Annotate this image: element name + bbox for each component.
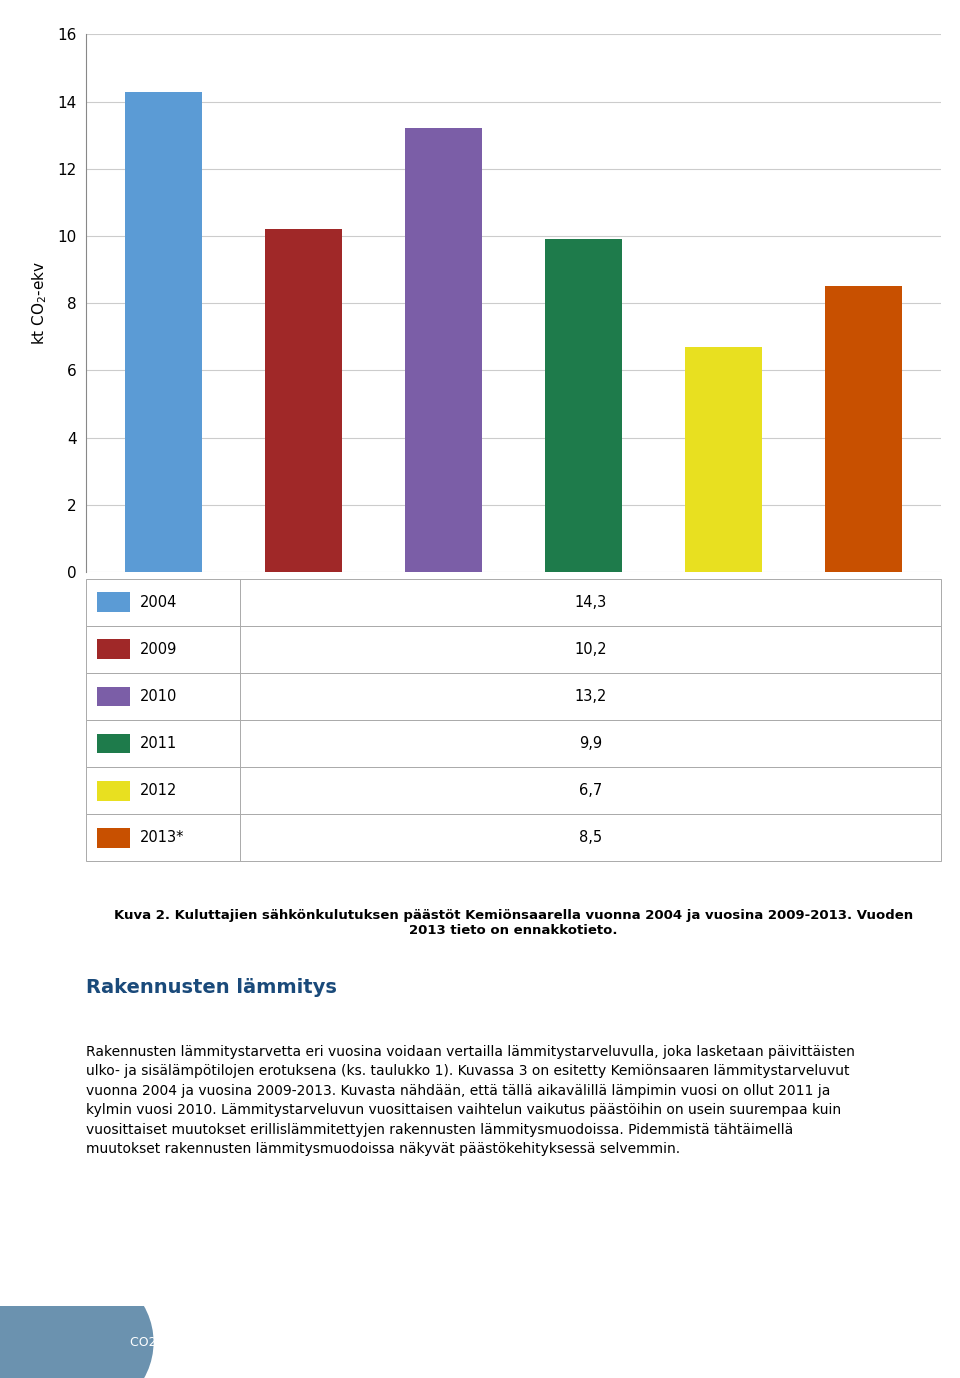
Text: Rakennusten lämmitystarvetta eri vuosina voidaan vertailla lämmitystarveluvulla,: Rakennusten lämmitystarvetta eri vuosina… [86,1045,855,1156]
Text: 13,2: 13,2 [574,689,607,704]
Bar [685,347,762,572]
Ellipse shape [0,1264,154,1378]
Bar [86,626,941,672]
Text: 8,5: 8,5 [579,830,602,845]
Text: 2013*: 2013* [140,830,184,845]
Bar [405,128,482,572]
Bar [86,721,941,768]
Bar [545,240,622,572]
Text: Kuva 2. Kuluttajien sähkönkulutuksen päästöt Kemiönsaarella vuonna 2004 ja vuosi: Kuva 2. Kuluttajien sähkönkulutuksen pää… [114,909,913,937]
Text: 14,3: 14,3 [574,595,607,610]
Y-axis label: kt CO$_2$-ekv: kt CO$_2$-ekv [31,262,49,344]
Text: 2011: 2011 [140,736,177,751]
Bar [826,287,902,572]
Bar [86,579,941,626]
Text: 14: 14 [890,1326,936,1359]
Text: Kuluttajien sähkönkulutus: Kuluttajien sähkönkulutus [416,601,612,616]
Bar [86,768,941,814]
Text: 2010: 2010 [140,689,178,704]
Text: Rakennusten lämmitys: Rakennusten lämmitys [86,978,337,996]
Bar [97,593,130,612]
Text: 10,2: 10,2 [574,642,607,657]
Text: 2009: 2009 [140,642,178,657]
Text: CO2-RAPORTTI  |  BENVIROC OY 2014: CO2-RAPORTTI | BENVIROC OY 2014 [130,1335,364,1349]
Bar [265,229,342,572]
Text: 6,7: 6,7 [579,783,602,798]
Bar [125,91,202,572]
Bar [97,686,130,707]
Bar [86,814,941,861]
Text: 2012: 2012 [140,783,178,798]
Text: 9,9: 9,9 [579,736,602,751]
Bar [97,639,130,659]
Text: 2004: 2004 [140,595,178,610]
Bar [97,733,130,754]
Bar [97,828,130,847]
Bar [97,781,130,801]
Bar [86,672,941,719]
